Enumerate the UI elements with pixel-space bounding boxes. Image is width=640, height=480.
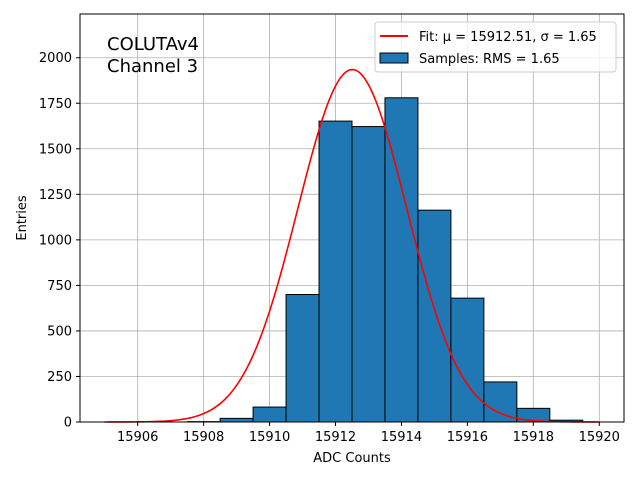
- y-tick-label: 750: [47, 279, 72, 294]
- y-tick-label: 1750: [39, 97, 72, 112]
- histogram-bar: [219, 417, 254, 423]
- legend-fit-label: Fit: μ = 15912.51, σ = 1.65: [419, 30, 597, 45]
- histogram-bar: [450, 297, 485, 423]
- legend-box: [374, 21, 617, 73]
- y-tick-label: 0: [64, 416, 72, 431]
- histogram-bar: [285, 294, 320, 423]
- y-tick-label: 2000: [39, 51, 72, 66]
- x-tick-label: 15910: [249, 430, 290, 445]
- annotation-line-1: COLUTAv4: [107, 34, 199, 55]
- legend-samples-swatch: [379, 52, 409, 64]
- x-tick-label: 15918: [513, 430, 554, 445]
- legend: Fit: μ = 15912.51, σ = 1.65 Samples: RMS…: [374, 21, 617, 73]
- plot-frame: [79, 13, 625, 423]
- legend-samples-label: Samples: RMS = 1.65: [419, 52, 560, 67]
- histogram-bars: [186, 97, 584, 423]
- y-tick-label: 500: [47, 324, 72, 339]
- x-tick-label: 15906: [117, 430, 158, 445]
- x-tick-label: 15920: [579, 430, 620, 445]
- fit-curve: [104, 68, 600, 423]
- annotation-line-2: Channel 3: [107, 56, 198, 77]
- fit-curve-layer: [104, 68, 600, 423]
- histogram-bar: [318, 120, 353, 423]
- y-axis-label: Entries: [15, 195, 30, 241]
- x-axis-label: ADC Counts: [313, 451, 391, 466]
- histogram-bar: [252, 406, 287, 423]
- x-axis-ticks: 15906 15908 15910 15912 15914 15916 15918 15920: [117, 422, 620, 445]
- histogram-bar: [483, 381, 518, 423]
- histogram-bar: [384, 97, 419, 423]
- y-tick-label: 1000: [39, 233, 72, 248]
- x-tick-label: 15914: [381, 430, 422, 445]
- y-tick-label: 1250: [39, 188, 72, 203]
- histogram-bar: [417, 209, 452, 423]
- x-tick-label: 15908: [183, 430, 224, 445]
- y-tick-label: 1500: [39, 142, 72, 157]
- histogram-bar: [351, 126, 386, 423]
- x-tick-label: 15916: [447, 430, 488, 445]
- y-tick-label: 250: [47, 370, 72, 385]
- x-tick-label: 15912: [315, 430, 356, 445]
- y-axis-ticks: 0 250 500 750 1000 1250 1500 1750 2000: [39, 51, 80, 431]
